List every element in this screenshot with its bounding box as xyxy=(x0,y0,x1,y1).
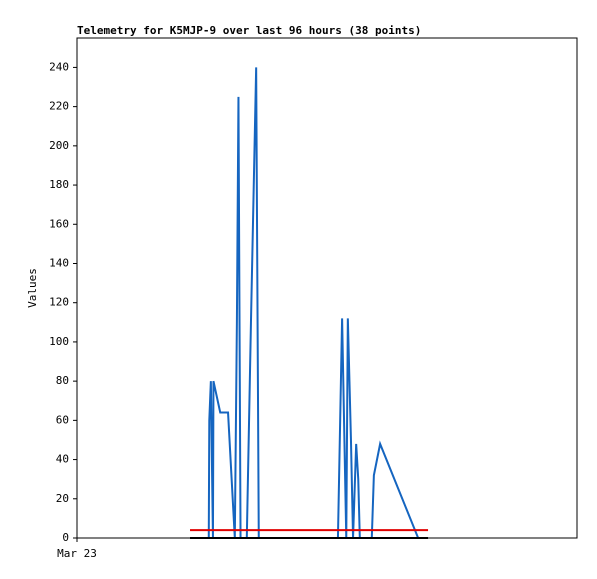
y-tick-label: 200 xyxy=(49,139,69,152)
y-tick-label: 60 xyxy=(56,413,69,426)
x-tick-label: Mar 23 xyxy=(57,547,97,560)
y-tick-label: 80 xyxy=(56,374,69,387)
y-tick-label: 0 xyxy=(62,531,69,544)
y-tick-label: 100 xyxy=(49,335,69,348)
y-tick-label: 160 xyxy=(49,217,69,230)
y-tick-label: 240 xyxy=(49,60,69,73)
series-line xyxy=(207,67,429,539)
y-tick-label: 20 xyxy=(56,492,69,505)
y-tick-label: 40 xyxy=(56,453,69,466)
y-tick-label: 120 xyxy=(49,296,69,309)
y-tick-label: 140 xyxy=(49,256,69,269)
y-tick-label: 220 xyxy=(49,100,69,113)
plot-frame xyxy=(76,37,578,539)
y-axis-label: Values xyxy=(26,268,39,308)
chart-title: Telemetry for K5MJP-9 over last 96 hours… xyxy=(77,24,421,37)
y-tick-label: 180 xyxy=(49,178,69,191)
